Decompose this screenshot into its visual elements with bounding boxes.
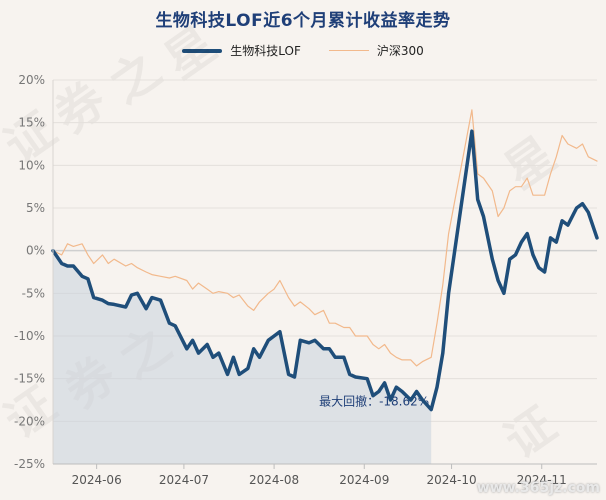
legend-swatch-fund [182,48,223,53]
y-tick-label: -25% [14,457,45,471]
y-tick-label: -15% [14,372,45,386]
legend-swatch-index [328,50,369,51]
x-tick-label: 2024-09 [339,473,389,487]
y-tick-label: 5% [26,201,45,215]
legend-label-index: 沪深300 [376,44,424,58]
x-tick-label: 2024-06 [72,473,122,487]
drawdown-shade [53,250,432,464]
watermark-char: 星 [155,16,226,89]
x-tick-label: 2024-10 [426,473,476,487]
drawdown-label: 最大回撤：-18.62% [319,394,429,409]
legend-item-index[interactable]: 沪深300 [328,42,424,59]
y-tick-label: 10% [18,158,45,172]
y-tick-label: 20% [18,73,45,87]
drawdown-area: 最大回撤：-18.62% [53,250,432,464]
chart-legend: 生物科技LOF 沪深300 [0,42,606,59]
x-tick-label: 2024-07 [159,473,209,487]
watermark-char: 证 [495,396,566,469]
x-tick-label: 2024-11 [517,473,567,487]
series-lines [51,109,599,412]
y-tick-label: -5% [22,286,45,300]
y-tick-label: 15% [18,116,45,130]
site-credit: www.365jz.com [476,480,600,496]
chart-title: 生物科技LOF近6个月累计收益率走势 [155,11,451,31]
legend-item-fund[interactable]: 生物科技LOF [182,42,301,59]
axes: 20% 15% 10% 5% 0% -5% -10% -15% -20% -25% 2024-06 2… [14,73,597,487]
x-tick-label: 2024-08 [249,473,299,487]
legend-label-fund: 生物科技LOF [230,44,301,58]
series-line-fund [51,129,599,412]
y-tick-label: -10% [14,329,45,343]
y-tick-label: 0% [26,244,45,258]
series-line-index [52,109,598,367]
y-tick-label: -20% [14,414,45,428]
